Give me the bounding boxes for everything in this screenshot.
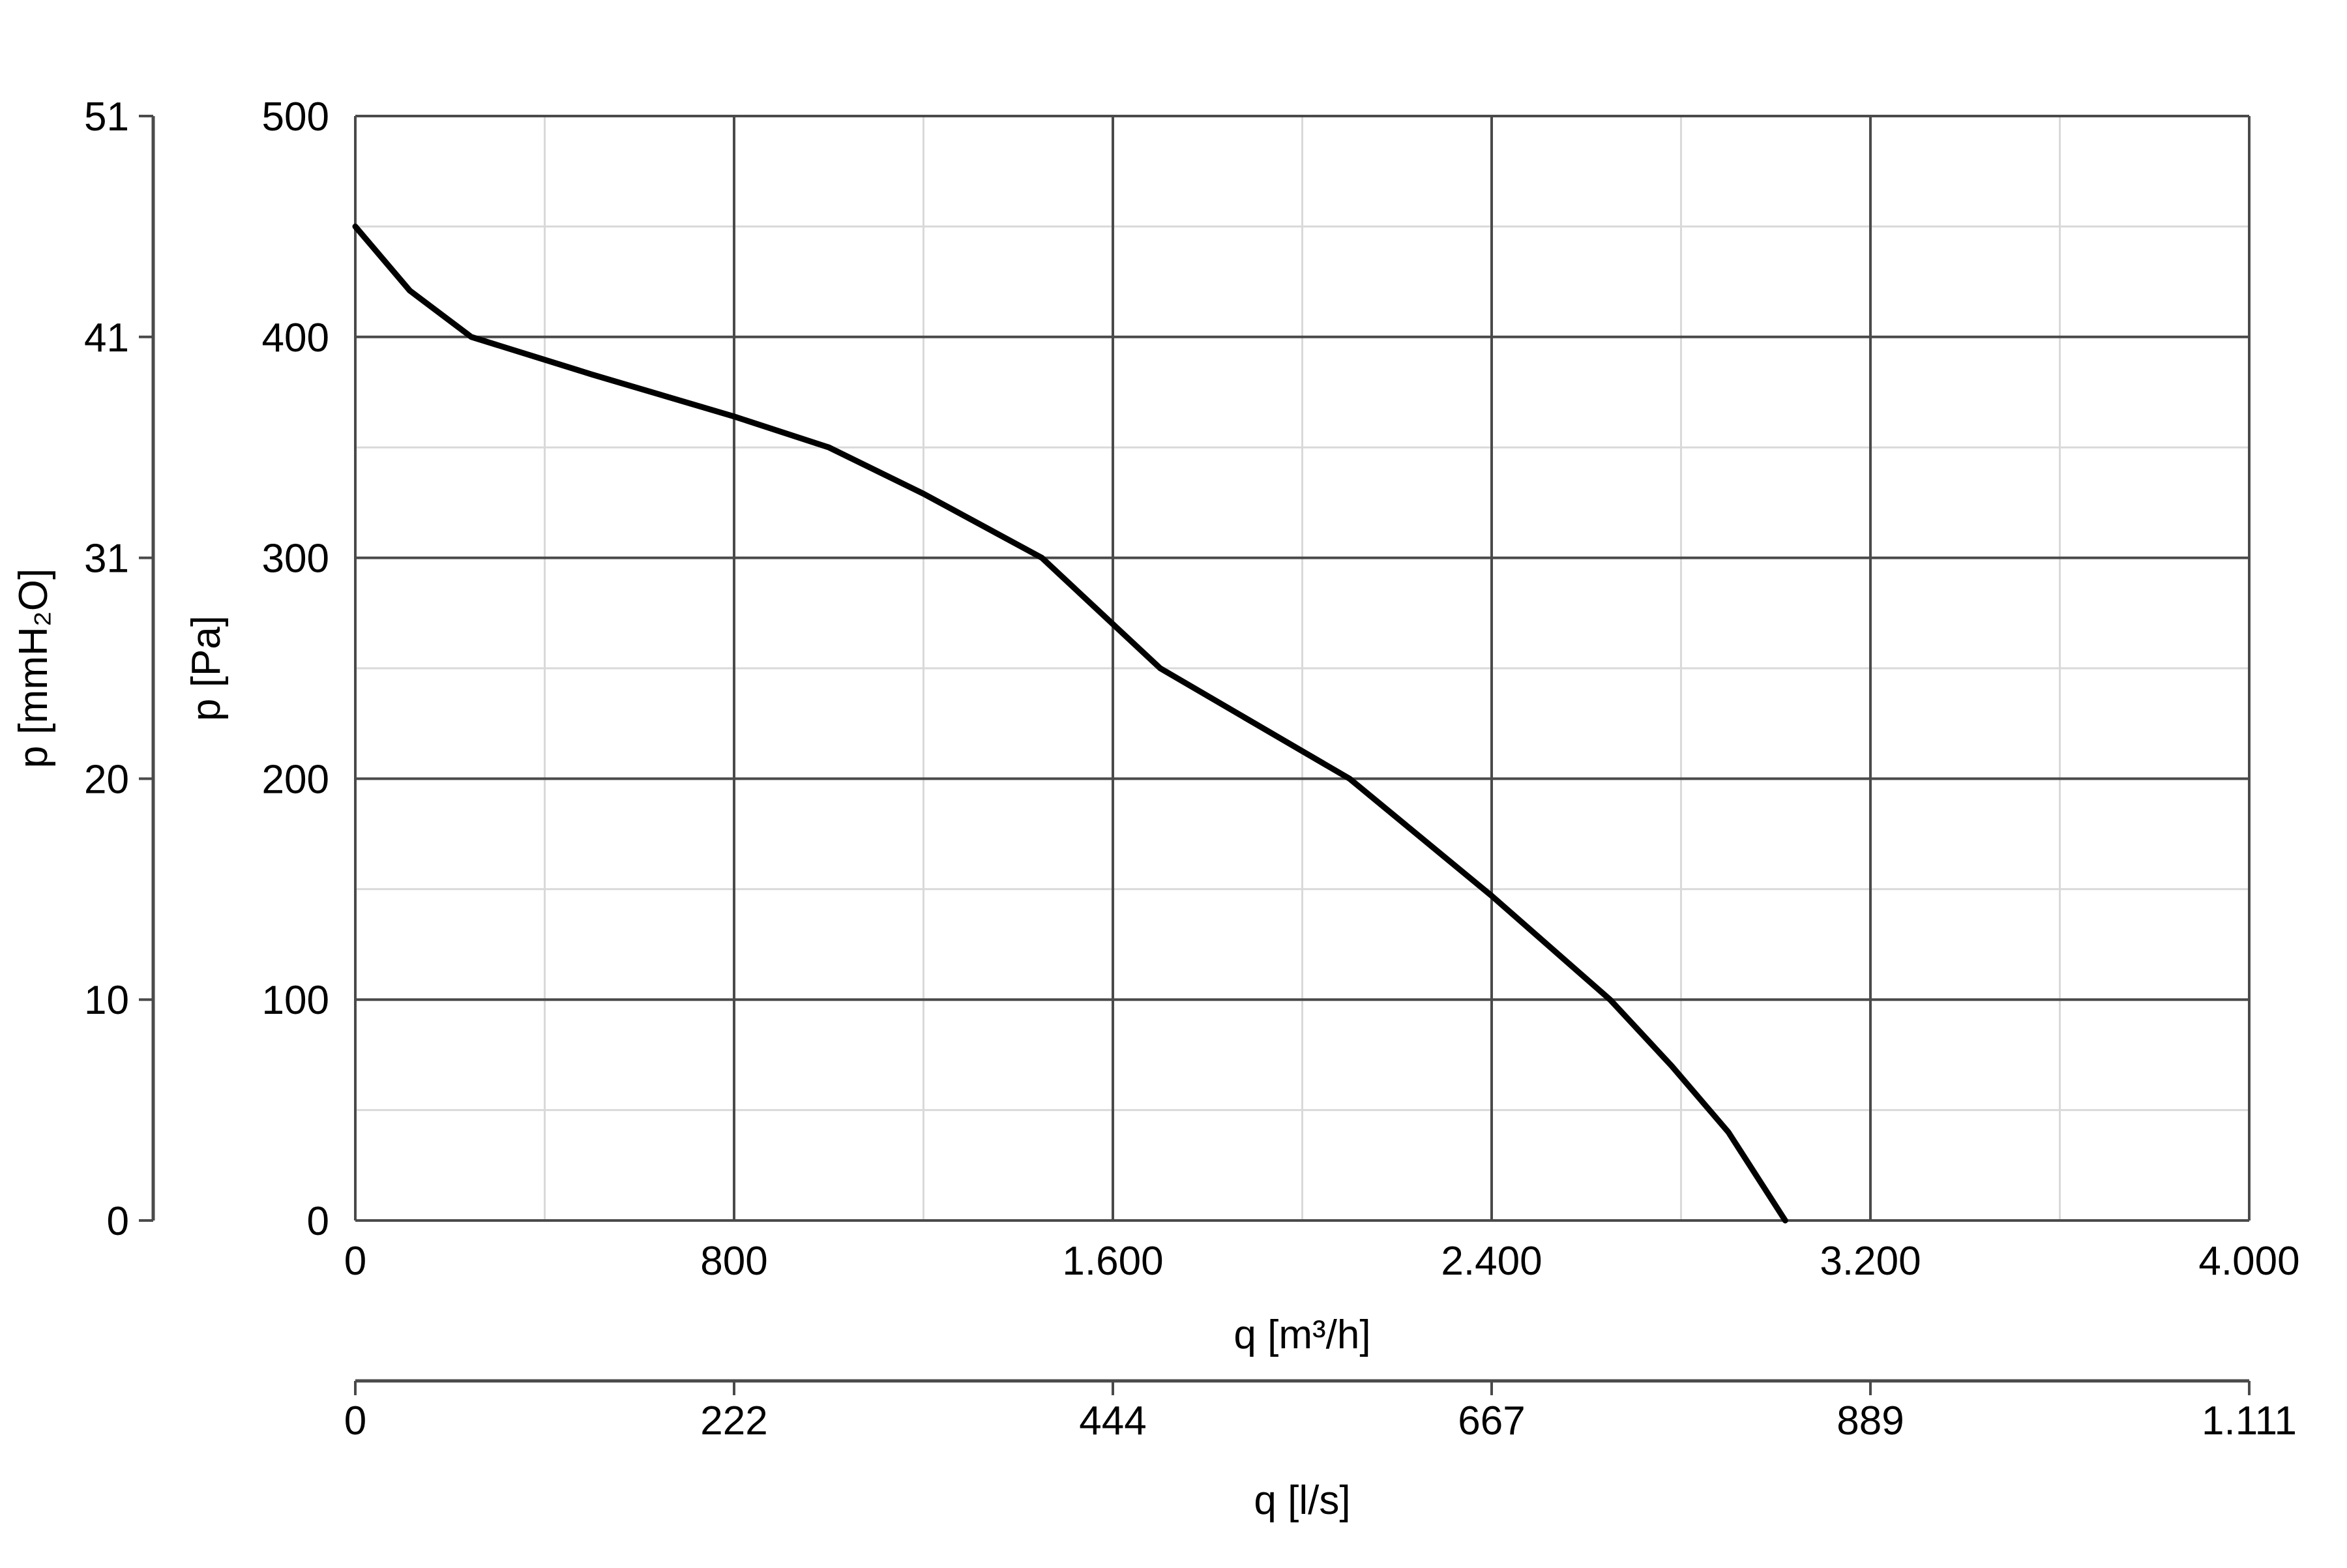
y-tick-label: 200 <box>262 757 329 802</box>
x2-axis-title: q [l/s] <box>1254 1478 1350 1523</box>
series-layer <box>355 226 1785 1220</box>
y-tick-label: 0 <box>307 1199 329 1244</box>
y-tick-label: 500 <box>262 95 329 140</box>
x-tick-label: 1.600 <box>1062 1239 1163 1284</box>
y2-tick-label: 0 <box>107 1199 129 1244</box>
y-tick-label: 100 <box>262 978 329 1023</box>
y2-tick-label: 10 <box>84 978 129 1023</box>
y2-tick-label: 20 <box>84 757 129 802</box>
x2-tick-label: 667 <box>1458 1398 1525 1443</box>
y2-tick-label: 31 <box>84 537 129 582</box>
axis-layer <box>139 116 2249 1395</box>
x-tick-label: 4.000 <box>2198 1239 2299 1284</box>
y2-tick-label: 41 <box>84 316 129 361</box>
x2-tick-label: 1.111 <box>2202 1398 2297 1443</box>
x2-tick-label: 222 <box>700 1398 767 1443</box>
y2-tick-label: 51 <box>84 95 129 140</box>
grid-layer <box>355 116 2249 1220</box>
x2-tick-label: 0 <box>344 1398 366 1443</box>
x-axis-title: q [m³/h] <box>1233 1312 1370 1357</box>
y-tick-label: 400 <box>262 316 329 361</box>
x-tick-label: 2.400 <box>1441 1239 1542 1284</box>
x2-tick-label: 889 <box>1837 1398 1904 1443</box>
x-tick-label: 0 <box>344 1239 366 1284</box>
x2-tick-label: 444 <box>1079 1398 1146 1443</box>
series-line <box>355 226 1785 1220</box>
y-axis-title: p [Pa] <box>184 615 229 721</box>
y-tick-label: 300 <box>262 537 329 582</box>
x-tick-label: 800 <box>700 1239 767 1284</box>
y2-axis-title: p [mmH₂O] <box>11 569 56 769</box>
x-tick-label: 3.200 <box>1820 1239 1921 1284</box>
